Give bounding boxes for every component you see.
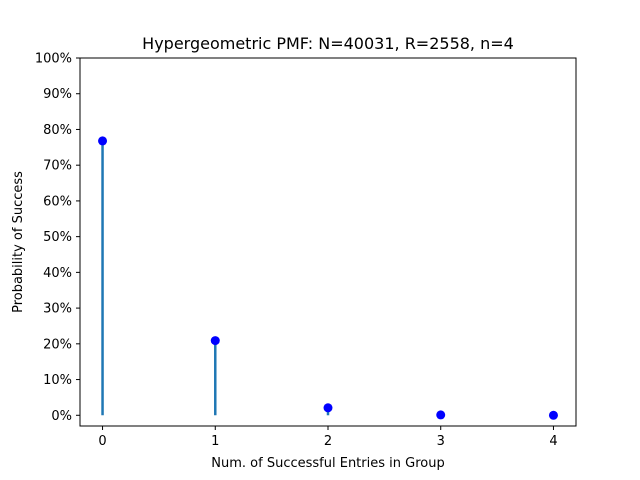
y-tick-label: 100% <box>35 52 72 67</box>
y-tick-label: 10% <box>43 373 72 388</box>
plot-frame <box>79 57 577 427</box>
data-point-0 <box>98 136 108 146</box>
y-tick-label: 70% <box>43 159 72 174</box>
x-tick-label: 4 <box>549 434 557 449</box>
y-tick-label: 90% <box>43 87 72 102</box>
x-tick-label: 3 <box>437 434 445 449</box>
data-point-3 <box>436 410 446 420</box>
y-tick-label: 40% <box>43 266 72 281</box>
chart-title: Hypergeometric PMF: N=40031, R=2558, n=4 <box>142 34 514 53</box>
y-tick-label: 20% <box>43 337 72 352</box>
y-tick-label: 50% <box>43 230 72 245</box>
data-point-4 <box>548 410 558 420</box>
x-tick-label: 1 <box>211 434 219 449</box>
data-point-2 <box>323 403 333 413</box>
data-point-1 <box>210 336 220 346</box>
x-axis-label: Num. of Successful Entries in Group <box>211 456 444 471</box>
x-tick-label: 2 <box>324 434 332 449</box>
y-tick-label: 0% <box>51 409 72 424</box>
x-tick-label: 0 <box>98 434 106 449</box>
y-tick-label: 30% <box>43 302 72 317</box>
y-tick-label: 80% <box>43 123 72 138</box>
y-axis-label: Probability of Success <box>11 171 26 313</box>
y-tick-label: 60% <box>43 194 72 209</box>
